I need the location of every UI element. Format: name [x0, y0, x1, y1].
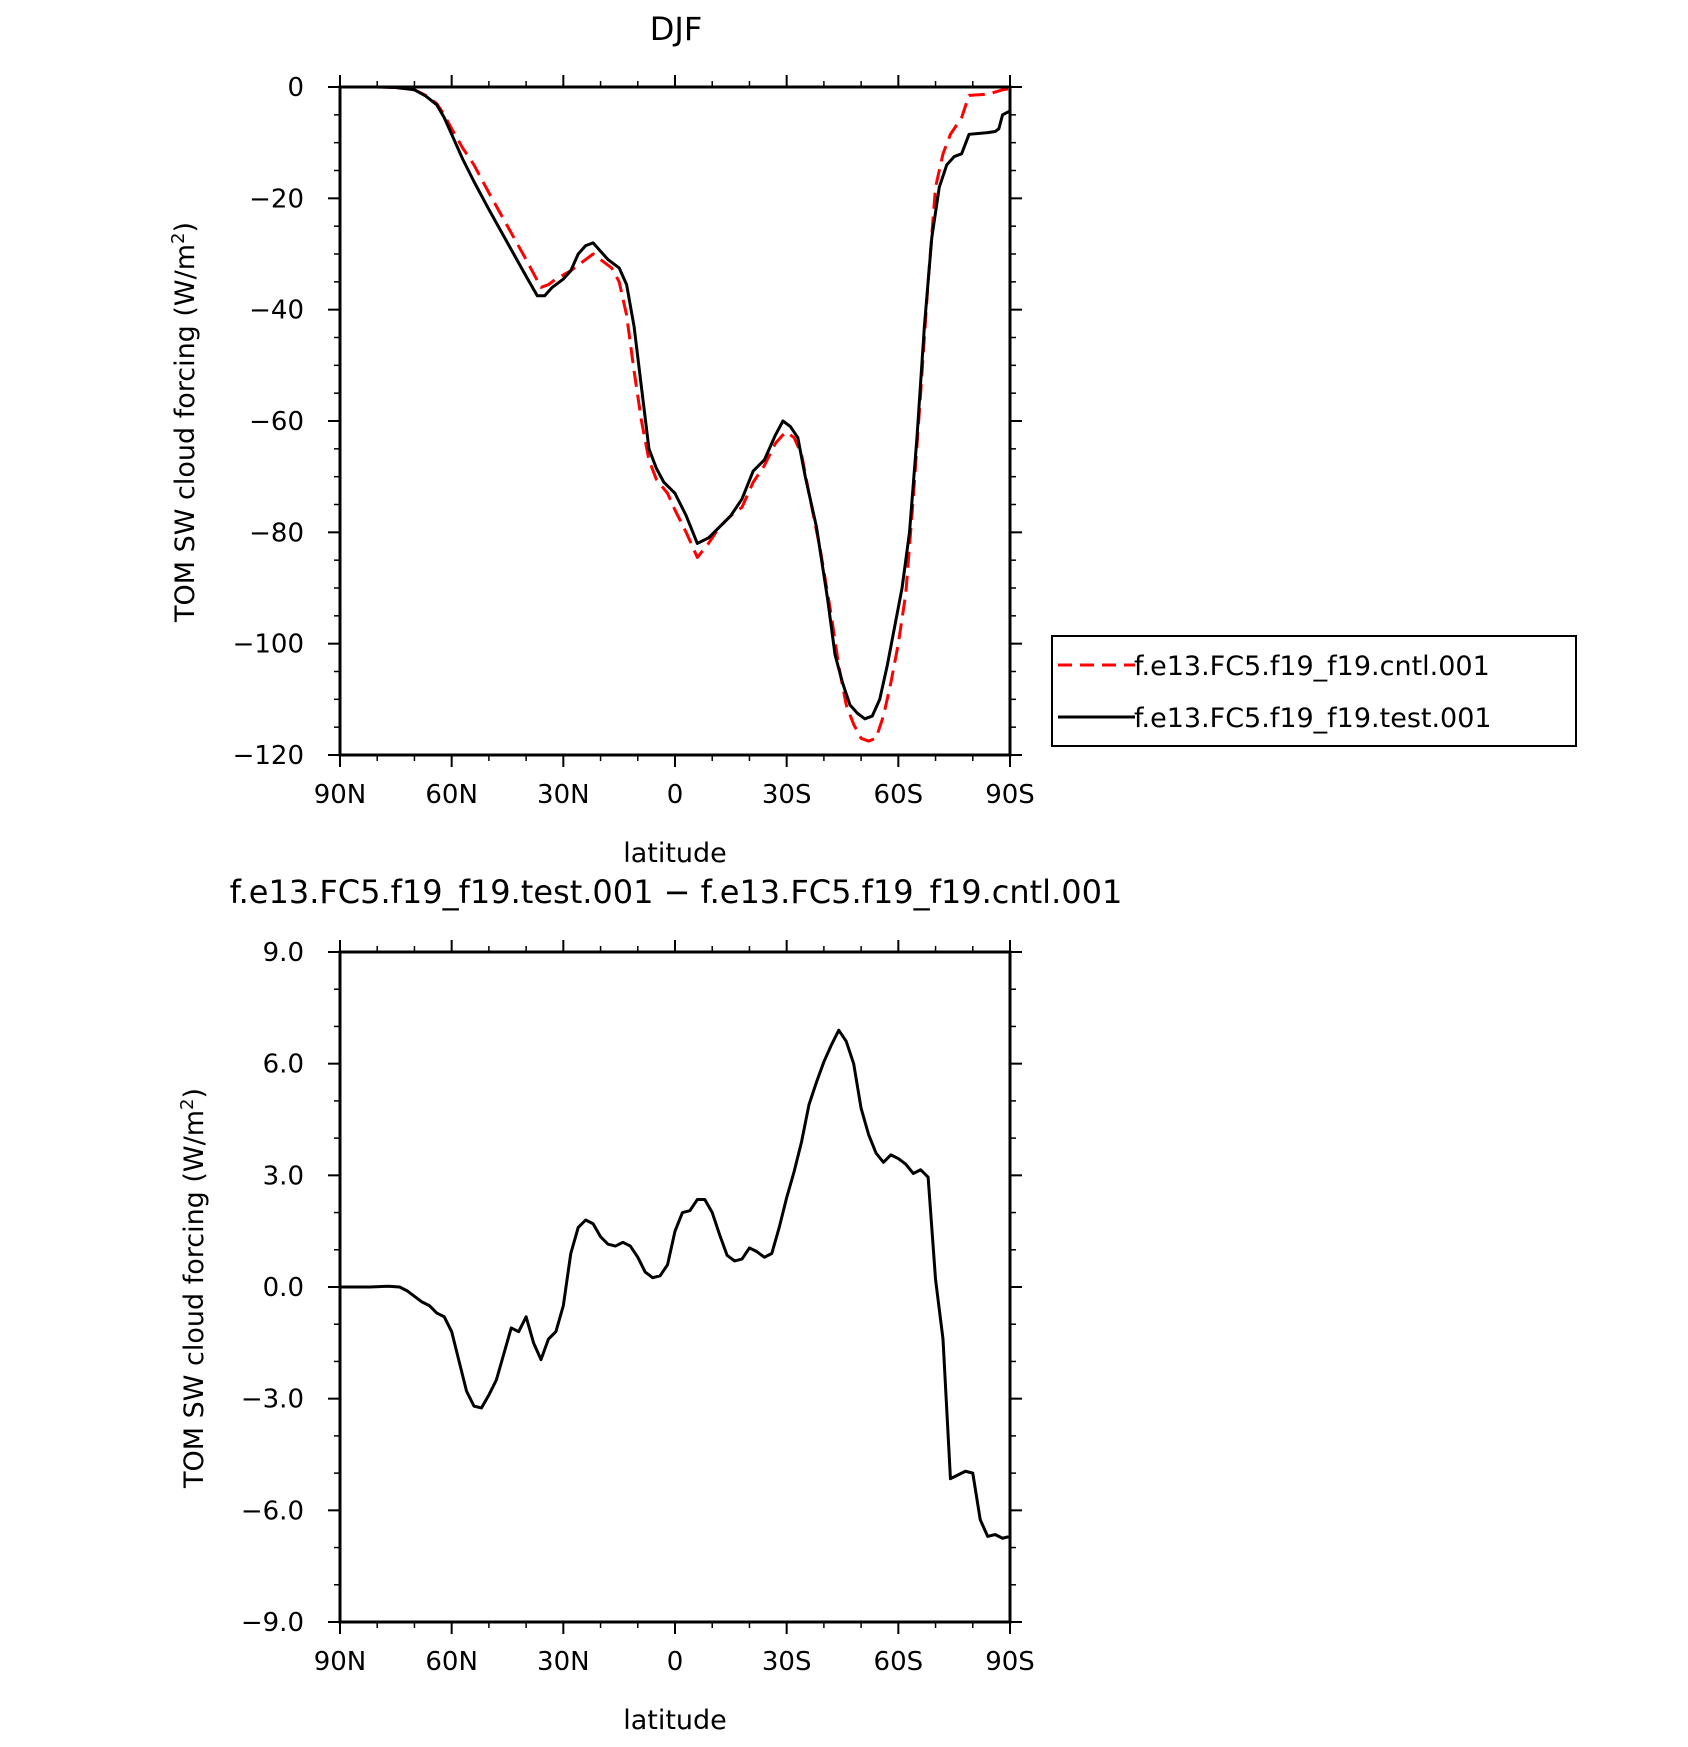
top-chart-tick-labels: 90N 60N 30N 0 30S 60S 90S 0 −20 −40 −60 −80 −100 −120 [233, 73, 1035, 810]
bottom-chart-tick-labels: 90N 60N 30N 0 30S 60S 90S 9.0 6.0 3.0 0.0 −3.0 −6.0 −… [241, 938, 1035, 1677]
top-chart-series-line-0 [340, 85, 1011, 743]
top-chart-x-tick-label: 30N [537, 780, 590, 810]
top-chart-x-tick-label: 90S [985, 780, 1035, 810]
bottom-chart: f.e13.FC5.f19_f19.test.001 − f.e13.FC5.f… [177, 873, 1122, 1736]
bottom-chart-series-line-0 [340, 1028, 1012, 1540]
bottom-chart-ticks [328, 940, 1022, 1634]
top-chart-y-tick-label: −100 [233, 630, 304, 660]
top-chart-y-tick-label: −60 [249, 407, 304, 437]
top-chart-y-tick-label: −120 [233, 741, 304, 771]
top-chart: DJF 90N 60N 30N 0 30S 60S 90S 0 −20 −40 −60 −80 −100… [168, 10, 1577, 869]
top-chart-y-tick-label: −40 [249, 296, 304, 326]
bottom-chart-plot-frame [338, 950, 1012, 1624]
bottom-chart-x-tick-label: 60N [425, 1647, 478, 1677]
top-chart-series [340, 85, 1011, 743]
bottom-chart-y-tick-label: 6.0 [263, 1050, 304, 1080]
bottom-chart-x-tick-label: 60S [874, 1647, 924, 1677]
bottom-chart-y-tick-label: −6.0 [241, 1496, 304, 1526]
bottom-chart-series [340, 1028, 1012, 1540]
bottom-chart-y-tick-label: 0.0 [263, 1273, 304, 1303]
top-chart-title: DJF [650, 10, 702, 48]
top-chart-x-tick-label: 0 [667, 780, 684, 810]
top-chart-y-tick-label: 0 [287, 73, 304, 103]
top-chart-y-tick-label: −80 [249, 518, 304, 548]
top-chart-x-axis-title: latitude [623, 838, 727, 869]
top-chart-series-line-1 [340, 85, 1011, 721]
top-chart-x-tick-label: 90N [314, 780, 367, 810]
bottom-chart-y-axis-title: TOM SW cloud forcing (W/m2) [177, 1088, 210, 1489]
bottom-chart-title: f.e13.FC5.f19_f19.test.001 − f.e13.FC5.f… [230, 873, 1123, 911]
top-chart-y-axis-title: TOM SW cloud forcing (W/m2) [168, 222, 201, 623]
top-chart-x-tick-label: 60S [874, 780, 924, 810]
bottom-chart-y-tick-label: −9.0 [241, 1608, 304, 1638]
top-chart-plot-frame [338, 85, 1012, 757]
bottom-chart-x-tick-label: 90N [314, 1647, 367, 1677]
bottom-chart-y-tick-label: −3.0 [241, 1385, 304, 1415]
bottom-chart-x-tick-label: 30S [762, 1647, 812, 1677]
bottom-chart-y-tick-label: 3.0 [263, 1161, 304, 1191]
bottom-chart-x-tick-label: 90S [985, 1647, 1035, 1677]
bottom-chart-x-tick-label: 0 [667, 1647, 684, 1677]
top-chart-x-tick-label: 60N [425, 780, 478, 810]
legend: f.e13.FC5.f19_f19.cntl.001 f.e13.FC5.f19… [1051, 635, 1577, 747]
legend-label-cntl: f.e13.FC5.f19_f19.cntl.001 [1134, 651, 1490, 682]
top-chart-x-tick-label: 30S [762, 780, 812, 810]
top-chart-y-tick-label: −20 [249, 184, 304, 214]
legend-box [1051, 635, 1577, 747]
bottom-chart-x-axis-title: latitude [623, 1705, 727, 1736]
bottom-chart-y-tick-label: 9.0 [263, 938, 304, 968]
bottom-chart-x-tick-label: 30N [537, 1647, 590, 1677]
legend-label-test: f.e13.FC5.f19_f19.test.001 [1134, 703, 1492, 734]
